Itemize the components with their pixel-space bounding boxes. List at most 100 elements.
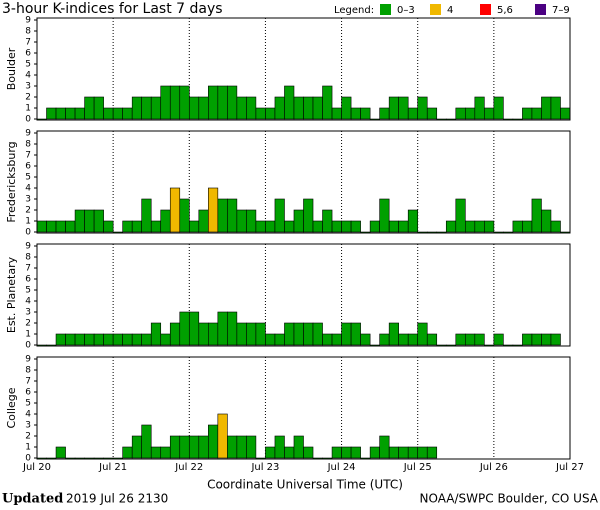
legend-label: 4	[447, 5, 453, 16]
bar	[388, 446, 399, 459]
y-tick-label: 9	[25, 355, 31, 365]
panel-frame	[36, 356, 571, 460]
y-tick-label: 4	[25, 71, 31, 81]
bar	[474, 220, 485, 233]
bar	[122, 107, 133, 120]
y-tick-label: 4	[25, 297, 31, 307]
panel-label: Boulder	[5, 47, 18, 90]
bar	[379, 107, 390, 120]
bar	[265, 107, 276, 120]
y-tick-label: 7	[25, 377, 31, 387]
bar	[531, 198, 542, 233]
y-tick-label: 9	[25, 16, 31, 26]
y-tick-label: 9	[25, 242, 31, 252]
footer-label: Updated	[2, 492, 63, 507]
bar	[293, 209, 304, 233]
bar	[150, 446, 162, 459]
y-tick-label: 4	[25, 410, 31, 420]
bar	[303, 446, 314, 459]
bar	[188, 96, 200, 120]
bar	[465, 333, 476, 346]
bar	[341, 446, 352, 459]
bar	[550, 220, 561, 233]
bar	[322, 333, 333, 346]
bar	[55, 446, 66, 459]
bar	[331, 446, 342, 459]
x-tick-label: Jul 23	[250, 462, 279, 473]
bar	[36, 220, 47, 233]
panel-frame	[36, 130, 571, 234]
bar	[255, 107, 266, 120]
bar	[398, 446, 409, 459]
panel-frame	[36, 243, 571, 347]
bar	[198, 435, 209, 459]
bar	[198, 96, 209, 120]
bar	[379, 198, 390, 233]
bar	[131, 435, 142, 459]
bar	[465, 107, 476, 120]
bar	[341, 322, 352, 346]
panel-label: Fredericksburg	[5, 141, 18, 222]
bar	[188, 435, 200, 459]
bar	[331, 107, 342, 120]
panel-frame	[36, 17, 571, 121]
bar	[369, 220, 380, 233]
bar	[369, 446, 380, 459]
bar	[531, 107, 542, 120]
bar	[541, 96, 552, 120]
bar	[350, 107, 361, 120]
bar	[208, 85, 219, 120]
y-tick-label: 7	[25, 151, 31, 161]
bar	[265, 220, 276, 233]
bar	[84, 96, 95, 120]
bar	[93, 333, 104, 346]
bar	[217, 85, 228, 120]
bar	[274, 96, 285, 120]
x-axis-label: Coordinate Universal Time (UTC)	[207, 478, 403, 492]
y-tick-label: 3	[25, 421, 31, 431]
y-tick-label: 4	[25, 184, 31, 194]
x-tick-label: Jul 22	[174, 462, 203, 473]
bar	[160, 209, 171, 233]
legend-label: 7–9	[552, 5, 570, 16]
bar	[65, 333, 76, 346]
y-tick-label: 6	[25, 49, 31, 59]
bar	[217, 311, 228, 346]
bar	[208, 424, 219, 459]
bar	[122, 446, 133, 459]
bar	[150, 322, 162, 346]
bar	[522, 220, 533, 233]
bar	[188, 311, 200, 346]
legend-label: 5,6	[497, 5, 513, 16]
y-tick-label: 1	[25, 330, 31, 340]
bar	[474, 333, 485, 346]
bar	[55, 107, 66, 120]
legend-swatch	[535, 4, 546, 15]
bar	[303, 322, 314, 346]
bar	[131, 220, 142, 233]
bar	[103, 107, 114, 120]
bar	[312, 96, 323, 120]
panel-label: College	[5, 387, 18, 428]
bar	[131, 96, 142, 120]
bar	[322, 209, 333, 233]
bar	[350, 220, 361, 233]
bar	[331, 333, 342, 346]
bar	[246, 322, 257, 346]
footer-source: NOAA/SWPC Boulder, CO USA	[420, 492, 599, 506]
bar	[303, 96, 314, 120]
bar	[227, 435, 238, 459]
bar	[236, 209, 247, 233]
bar	[246, 435, 257, 459]
y-tick-label: 0	[25, 228, 31, 238]
bar	[407, 107, 419, 120]
bar	[493, 333, 504, 346]
bar	[160, 446, 171, 459]
bar	[541, 333, 552, 346]
bar	[217, 413, 228, 459]
bar	[484, 220, 495, 233]
panel-label: Est. Planetary	[5, 256, 18, 333]
bar	[198, 322, 209, 346]
bar	[65, 107, 76, 120]
